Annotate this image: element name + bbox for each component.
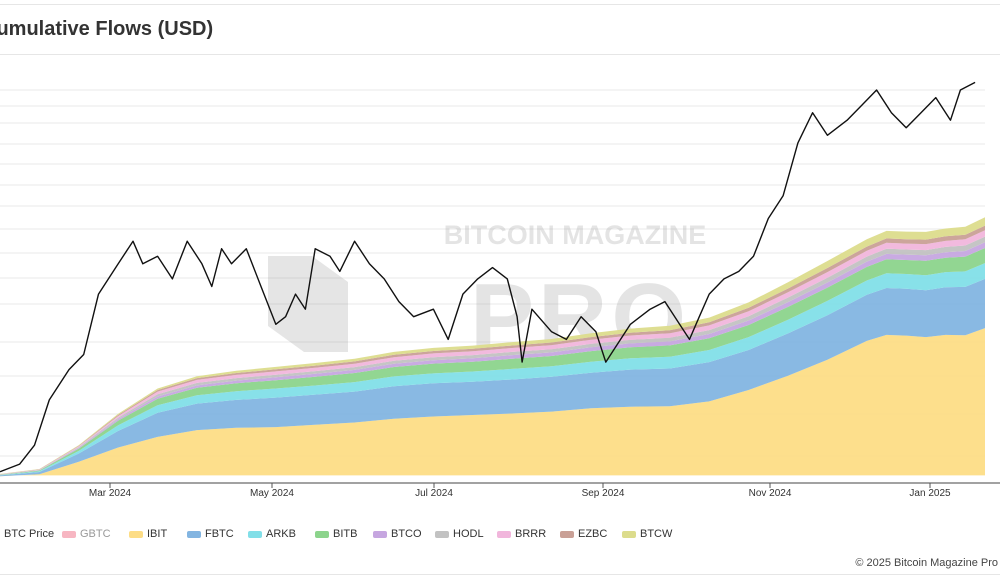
legend-label: FBTC (205, 528, 234, 540)
area-bitb (0, 248, 985, 476)
watermark-logo (268, 256, 348, 352)
legend-item-btcw[interactable]: BTCW (622, 528, 672, 540)
legend-label: EZBC (578, 528, 608, 540)
top-border (0, 4, 1000, 5)
legend-item-gbtc[interactable]: GBTC (62, 528, 111, 540)
legend-label: BTCO (391, 528, 422, 540)
area-fbtc (0, 278, 985, 477)
legend-swatch (129, 530, 143, 538)
legend-swatch (315, 530, 329, 538)
x-tick-label: May 2024 (250, 488, 294, 499)
legend-item-ibit[interactable]: IBIT (129, 528, 167, 540)
legend-label: BTC Price (4, 528, 55, 540)
legend-item-arkb[interactable]: ARKB (248, 528, 296, 540)
x-tick-label: Nov 2024 (749, 488, 792, 499)
legend-swatch (187, 530, 201, 538)
area-ibit (0, 328, 985, 477)
legend-label: ARKB (266, 528, 296, 540)
legend-swatch (373, 530, 387, 538)
copyright: © 2025 Bitcoin Magazine Pro (855, 557, 998, 569)
area-btco (0, 242, 985, 475)
legend-swatch (62, 530, 76, 538)
legend-item-btc-price[interactable]: BTC Price (0, 528, 54, 540)
legend-label: BTCW (640, 528, 673, 540)
x-tick-label: Jul 2024 (415, 488, 453, 499)
legend-item-brrr[interactable]: BRRR (497, 528, 546, 540)
area-brrr (0, 230, 985, 475)
area-hodl (0, 236, 985, 475)
legend-swatch (435, 530, 449, 538)
legend-item-fbtc[interactable]: FBTC (187, 528, 234, 540)
stacked-areas (0, 217, 985, 477)
legend-item-btco[interactable]: BTCO (373, 528, 422, 540)
x-axis-ticks: Mar 2024 May 2024 Jul 2024 Sep 2024 Nov 2024… (89, 483, 951, 499)
legend-label: IBIT (147, 528, 168, 540)
x-tick-label: Mar 2024 (89, 488, 132, 499)
legend-swatch (497, 530, 511, 538)
legend-item-hodl[interactable]: HODL (435, 528, 484, 540)
chart-title: Cumulative Flows (USD) (0, 18, 214, 40)
legend-label: BITB (333, 528, 358, 540)
title-divider (0, 54, 1000, 55)
legend-item-bitb[interactable]: BITB (315, 528, 357, 540)
legend-swatch (622, 530, 636, 538)
area-btcw (0, 217, 985, 475)
x-tick-label: Jan 2025 (909, 488, 951, 499)
btc-price-line (0, 81, 976, 473)
area-arkb (0, 263, 985, 476)
watermark-line1: BITCOIN MAGAZINE (444, 220, 707, 250)
legend-label: GBTC (80, 528, 111, 540)
btc-price-layer (0, 81, 976, 473)
legend-label: BRRR (515, 528, 547, 540)
legend-item-ezbc[interactable]: EZBC (560, 528, 607, 540)
legend-label: HODL (453, 528, 484, 540)
legend-swatch (248, 530, 262, 538)
x-tick-label: Sep 2024 (582, 488, 625, 499)
legend-swatch (560, 530, 574, 538)
bottom-border (0, 574, 1000, 575)
